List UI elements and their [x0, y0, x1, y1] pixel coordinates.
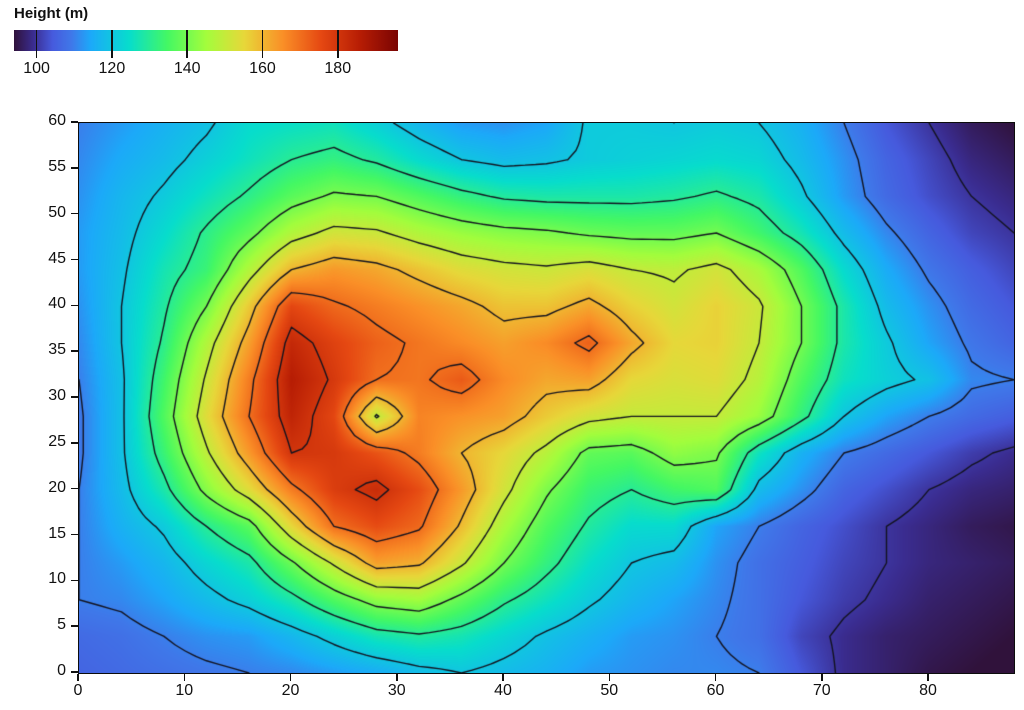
- colorbar-tick-label: 180: [324, 60, 352, 77]
- colorbar-gradient: [14, 30, 398, 51]
- y-axis-tick-label: 45: [48, 249, 66, 267]
- x-axis-tick-mark: [77, 673, 79, 681]
- y-axis-tick-mark: [71, 671, 78, 673]
- y-axis-tick-mark: [71, 350, 78, 352]
- x-axis-tick-label: 0: [73, 682, 83, 699]
- y-axis-tick-mark: [71, 304, 78, 307]
- x-axis-tick-label: 50: [600, 682, 619, 699]
- x-axis-tick-mark: [608, 673, 610, 681]
- x-axis-tick-label: 60: [706, 682, 725, 699]
- y-axis-tick-mark: [71, 533, 78, 536]
- x-axis-tick-mark: [714, 673, 717, 681]
- x-axis-tick-mark: [289, 673, 292, 681]
- x-axis-tick-label: 30: [387, 682, 406, 699]
- x-axis-tick-mark: [821, 673, 823, 681]
- y-axis-tick-label: 25: [48, 432, 66, 450]
- y-axis-tick-label: 15: [48, 524, 66, 542]
- y-axis-tick-label: 30: [48, 387, 66, 404]
- colorbar-tick-label: 120: [98, 60, 126, 77]
- y-axis-tick-mark: [71, 487, 78, 490]
- y-axis-tick-label: 50: [48, 203, 66, 221]
- colorbar-tick-mark: [337, 30, 339, 58]
- x-axis-tick-mark: [927, 673, 929, 681]
- colorbar-tick-mark: [186, 30, 188, 58]
- x-axis-tick-label: 40: [494, 682, 512, 699]
- y-axis-tick-mark: [71, 579, 78, 582]
- y-axis-tick-label: 35: [48, 341, 66, 359]
- colorbar-tick-mark: [111, 30, 113, 58]
- y-axis-tick-label: 55: [48, 157, 66, 175]
- x-axis-tick-label: 20: [281, 682, 300, 699]
- colorbar-tick-mark: [261, 30, 264, 58]
- plot-title: Height (m): [14, 5, 89, 22]
- plot-area: [78, 122, 1015, 674]
- y-axis-tick-label: 0: [57, 662, 66, 679]
- colorbar-tick-mark: [35, 30, 38, 58]
- y-axis-tick-mark: [71, 258, 78, 261]
- colorbar-tick-label: 140: [173, 60, 201, 77]
- x-axis-tick-label: 70: [812, 682, 831, 699]
- y-axis-tick-mark: [71, 121, 78, 123]
- y-axis-tick-label: 40: [48, 295, 66, 313]
- x-axis-tick-label: 80: [919, 682, 937, 699]
- y-axis-tick-label: 20: [48, 478, 66, 496]
- y-axis-tick-label: 5: [57, 616, 66, 634]
- y-axis-tick-mark: [71, 442, 78, 444]
- x-axis-tick-mark: [396, 673, 398, 681]
- colorbar-tick-label: 160: [249, 60, 276, 77]
- y-axis-tick-mark: [71, 212, 78, 215]
- y-axis-tick-mark: [71, 396, 78, 398]
- y-axis-tick-mark: [71, 167, 78, 169]
- y-axis-tick-label: 60: [48, 112, 66, 129]
- y-axis-tick-label: 10: [48, 570, 66, 588]
- contour-plot-canvas: [79, 123, 1014, 673]
- x-axis-tick-mark: [502, 673, 504, 681]
- colorbar-tick-label: 100: [23, 60, 50, 77]
- y-axis-tick-mark: [71, 625, 78, 627]
- colorbar: 100 120 140 160 180: [14, 30, 398, 77]
- x-axis-tick-mark: [183, 673, 185, 681]
- x-axis-tick-label: 10: [175, 682, 194, 699]
